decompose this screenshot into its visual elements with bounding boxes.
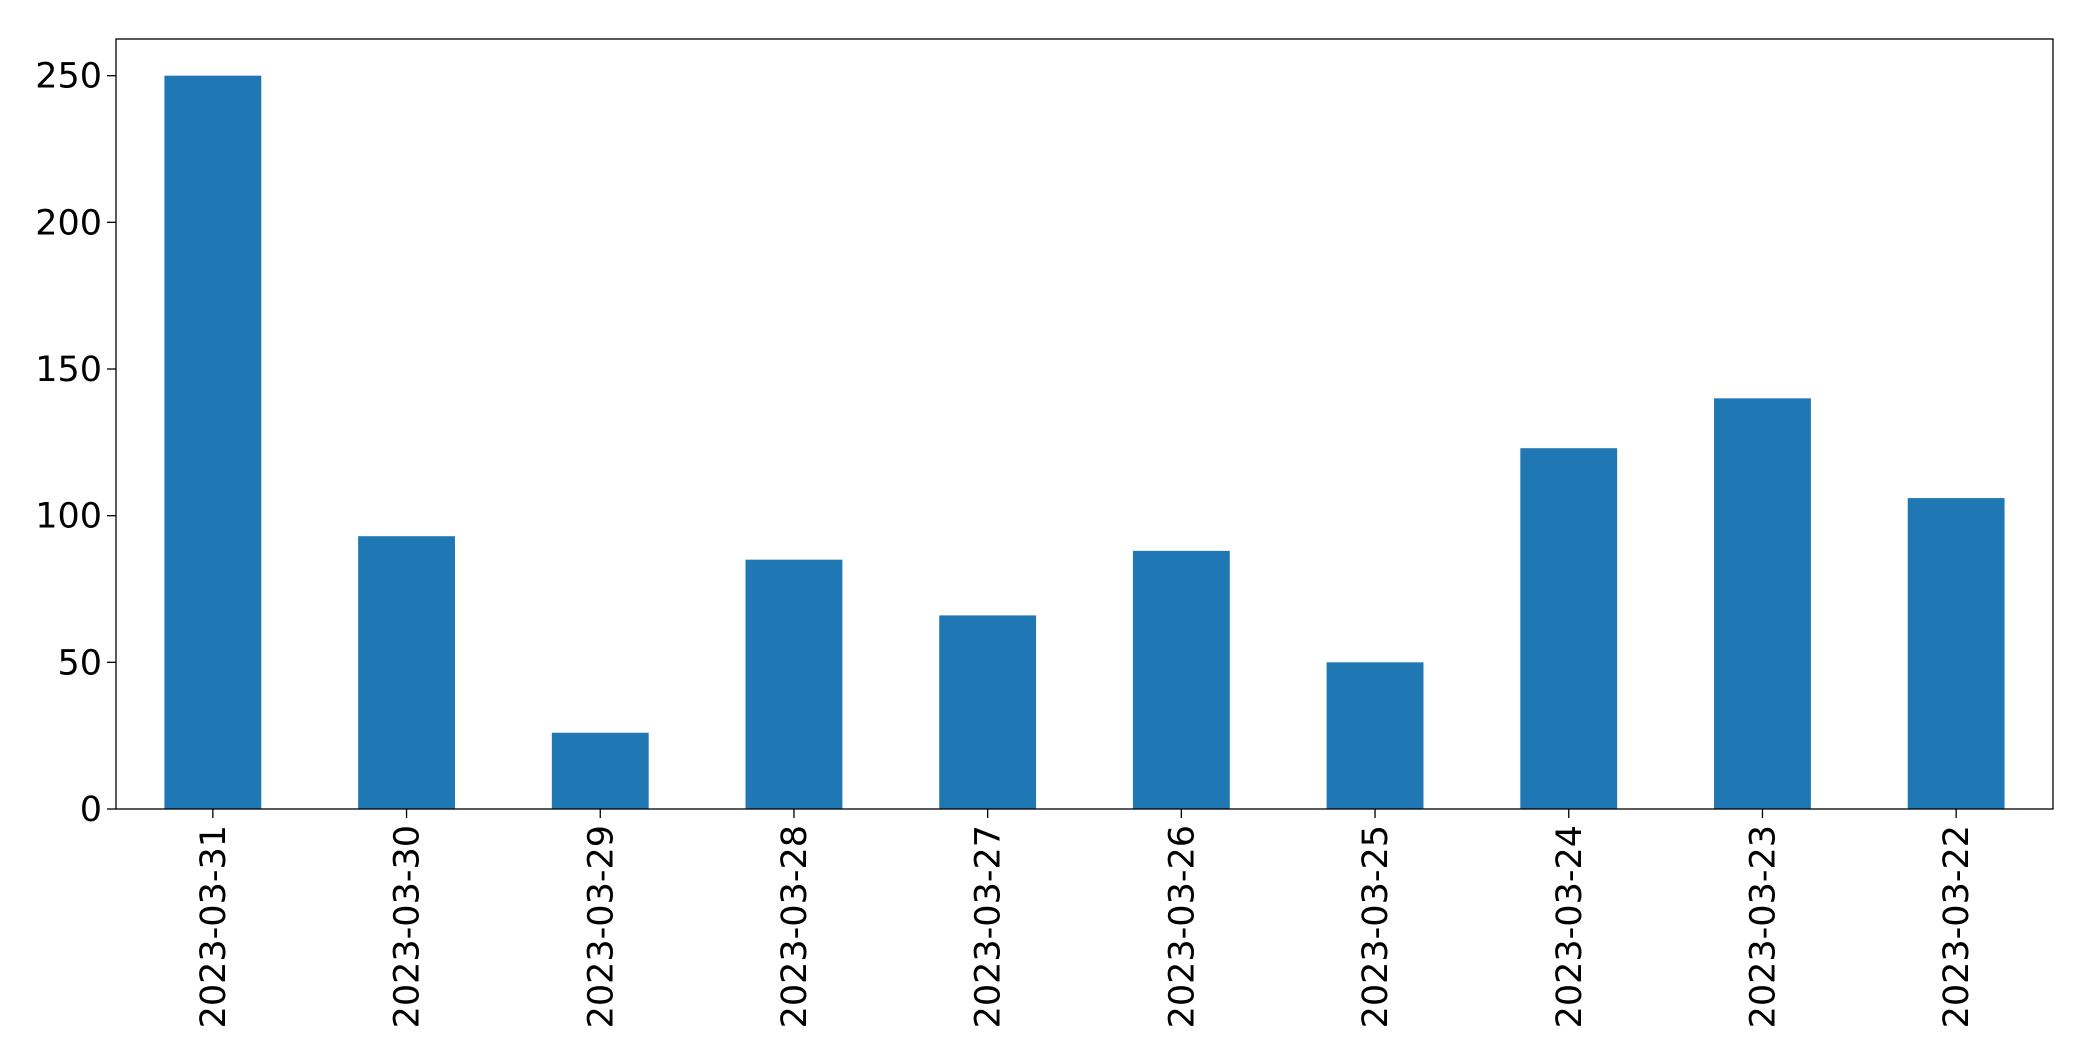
x-tick-label: 2023-03-28 [775,825,815,1028]
bar [551,732,649,809]
bar [164,75,262,809]
x-tick-label: 2023-03-29 [581,825,621,1028]
bar [1326,662,1424,809]
x-tick-label: 2023-03-23 [1743,825,1783,1028]
bar [358,536,455,809]
y-tick-label: 50 [57,643,102,683]
y-tick-label: 250 [35,57,102,97]
x-tick-label: 2023-03-22 [1937,825,1977,1028]
x-tick-label: 2023-03-31 [194,825,234,1028]
bar [1132,550,1230,809]
bar [1907,498,2005,809]
bar [745,559,843,809]
x-tick-label: 2023-03-26 [1162,825,1202,1028]
x-tick-label: 2023-03-25 [1356,825,1396,1028]
x-tick-label: 2023-03-24 [1550,825,1590,1028]
x-tick-label: 2023-03-30 [388,825,428,1028]
y-tick-label: 200 [35,203,102,243]
plot-frame [115,38,2054,810]
y-tick-label: 0 [80,790,102,830]
y-tick-label: 150 [35,350,102,390]
bar [1714,398,1811,809]
x-tick-label: 2023-03-27 [969,825,1009,1028]
bar [939,615,1037,809]
y-tick-label: 100 [35,497,102,537]
bar [1520,448,1618,809]
